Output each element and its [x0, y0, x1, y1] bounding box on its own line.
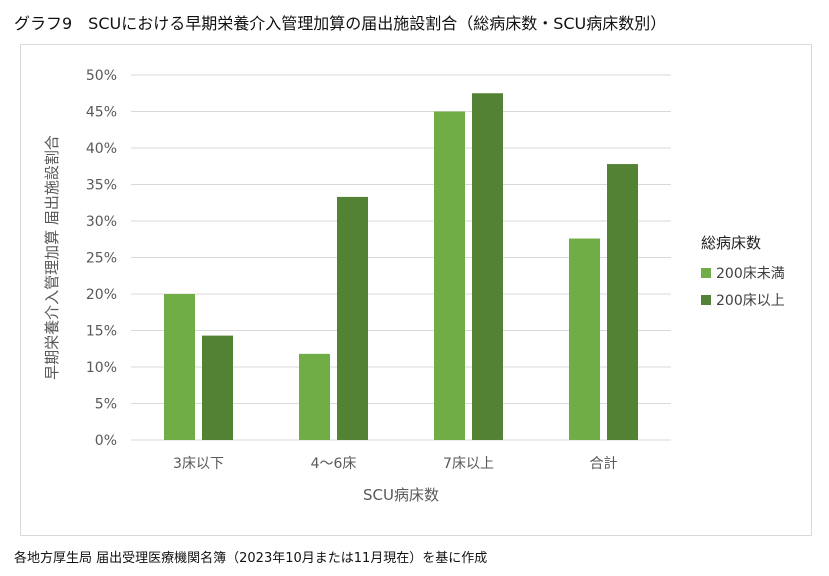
legend-label: 200床以上: [716, 293, 785, 309]
y-tick-label: 45%: [86, 105, 117, 121]
y-tick-label: 20%: [86, 287, 117, 303]
legend-title: 総病床数: [701, 234, 761, 252]
bar-under-200: [434, 111, 465, 440]
x-tick-label: 合計: [590, 456, 618, 472]
y-tick-label: 50%: [86, 68, 117, 84]
bar-over-200: [607, 164, 638, 440]
bar-under-200: [569, 238, 600, 440]
bar-over-200: [202, 335, 233, 440]
bar-under-200: [299, 353, 330, 440]
legend-swatch: [701, 295, 711, 305]
y-axis-ticks: 0% 5% 10% 15% 20% 25% 30% 35% 40% 45% 50%: [86, 68, 117, 449]
x-tick-label: 4～6床: [311, 456, 357, 472]
x-axis-label: SCU病床数: [363, 486, 439, 504]
x-axis-ticks: 3床以下 4～6床 7床以上 合計: [173, 456, 617, 472]
y-tick-label: 10%: [86, 360, 117, 376]
chart-title: グラフ9 SCUにおける早期栄養介入管理加算の届出施設割合（総病床数・SCU病床…: [14, 14, 667, 33]
legend-swatch: [701, 268, 711, 278]
y-tick-label: 25%: [86, 251, 117, 267]
source-note: 各地方厚生局 届出受理医療機関名簿（2023年10月または11月現在）を基に作成: [14, 551, 488, 566]
bars: [164, 93, 638, 440]
y-tick-label: 30%: [86, 214, 117, 230]
y-tick-label: 40%: [86, 141, 117, 157]
chart-area: 0% 5% 10% 15% 20% 25% 30% 35% 40% 45% 50% 3床以下 4～6床…: [20, 44, 812, 536]
legend: 総病床数 200床未満 200床以上: [701, 234, 785, 309]
y-tick-label: 35%: [86, 178, 117, 194]
x-tick-label: 3床以下: [173, 456, 224, 472]
legend-label: 200床未満: [716, 266, 785, 282]
bar-over-200: [337, 196, 368, 440]
bar-over-200: [472, 93, 503, 440]
y-tick-label: 15%: [86, 324, 117, 340]
y-tick-label: 0%: [95, 433, 117, 449]
x-tick-label: 7床以上: [443, 456, 494, 472]
bar-chart: 0% 5% 10% 15% 20% 25% 30% 35% 40% 45% 50% 3床以下 4～6床…: [43, 68, 785, 504]
bar-under-200: [164, 294, 195, 440]
y-tick-label: 5%: [95, 397, 117, 413]
y-axis-label: 早期栄養介入管理加算 届出施設割合: [43, 135, 61, 380]
